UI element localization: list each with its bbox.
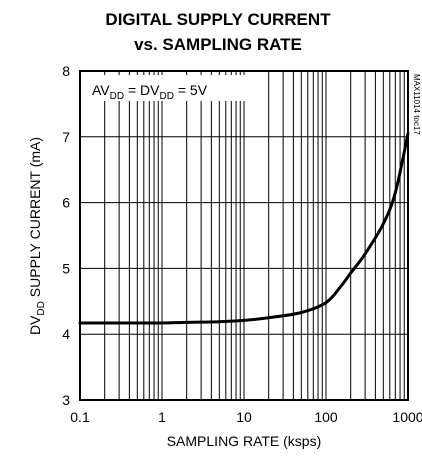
figure-code: MAX11014 toc17 [412,74,421,135]
chart-title-line1: DIGITAL SUPPLY CURRENT [105,10,331,29]
y-tick-label: 6 [62,195,70,211]
plot-frame [79,70,409,401]
y-tick-label: 4 [62,326,70,342]
series-line [78,132,410,325]
chart-title-line2: vs. SAMPLING RATE [134,35,302,54]
tick-labels: 0.1 1 10 100 1000 3 4 5 6 7 8 [62,63,422,425]
grid-lines [79,70,409,401]
x-tick-label: 1000 [392,409,422,425]
y-tick-label: 3 [62,392,70,408]
annotation-background [84,75,245,101]
y-tick-label: 8 [62,63,70,79]
x-axis-label: SAMPLING RATE (ksps) [167,433,322,449]
y-axis-label: DVDD SUPPLY CURRENT (mA) [27,137,47,335]
x-tick-label: 1 [158,409,166,425]
x-tick-label: 10 [236,409,252,425]
y-tick-label: 7 [62,129,70,145]
x-tick-label: 100 [314,409,338,425]
x-tick-label: 0.1 [70,409,90,425]
y-tick-label: 5 [62,260,70,276]
supply-annotation: AVDD = DVDD = 5V [92,82,208,102]
